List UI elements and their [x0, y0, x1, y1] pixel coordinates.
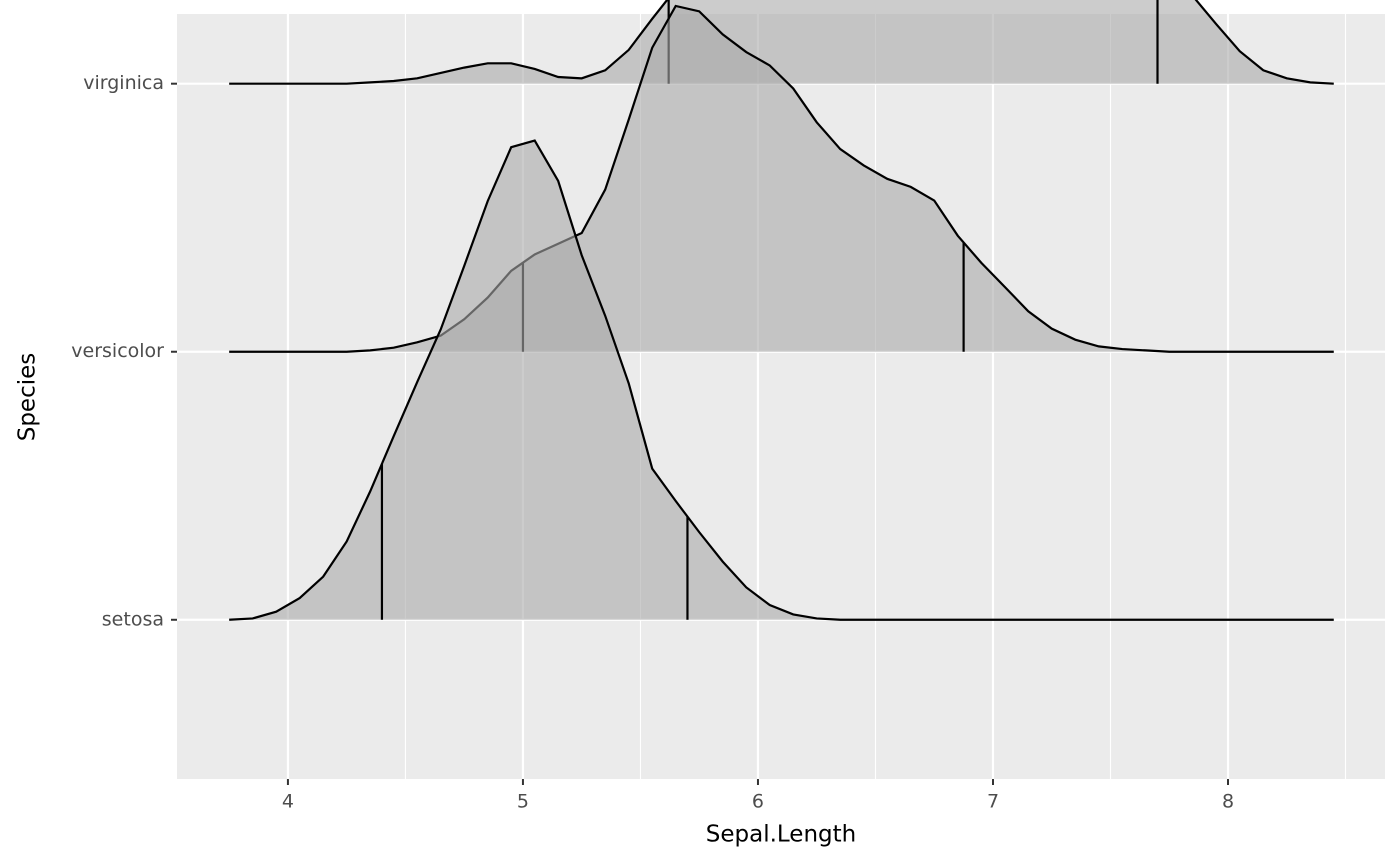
- y-tick-label: versicolor: [71, 340, 164, 362]
- ridge-fill: [229, 0, 1334, 84]
- x-tick-label: 8: [1222, 791, 1234, 813]
- ridge-fill: [229, 140, 1334, 620]
- ridge-line: [229, 0, 1334, 85]
- ridge-line: [229, 4, 1334, 353]
- x-tick-label: 6: [752, 791, 764, 813]
- x-tick-label: 5: [517, 791, 529, 813]
- x-tick-label: 7: [987, 791, 999, 813]
- x-tick-label: 4: [282, 791, 294, 813]
- y-axis-title: Species: [15, 353, 41, 442]
- x-axis-title: Sepal.Length: [706, 822, 856, 848]
- y-tick-label: setosa: [102, 608, 164, 630]
- ridge-fill: [229, 5, 1334, 352]
- ridge-line: [229, 139, 1334, 621]
- y-tick-label: virginica: [83, 72, 164, 94]
